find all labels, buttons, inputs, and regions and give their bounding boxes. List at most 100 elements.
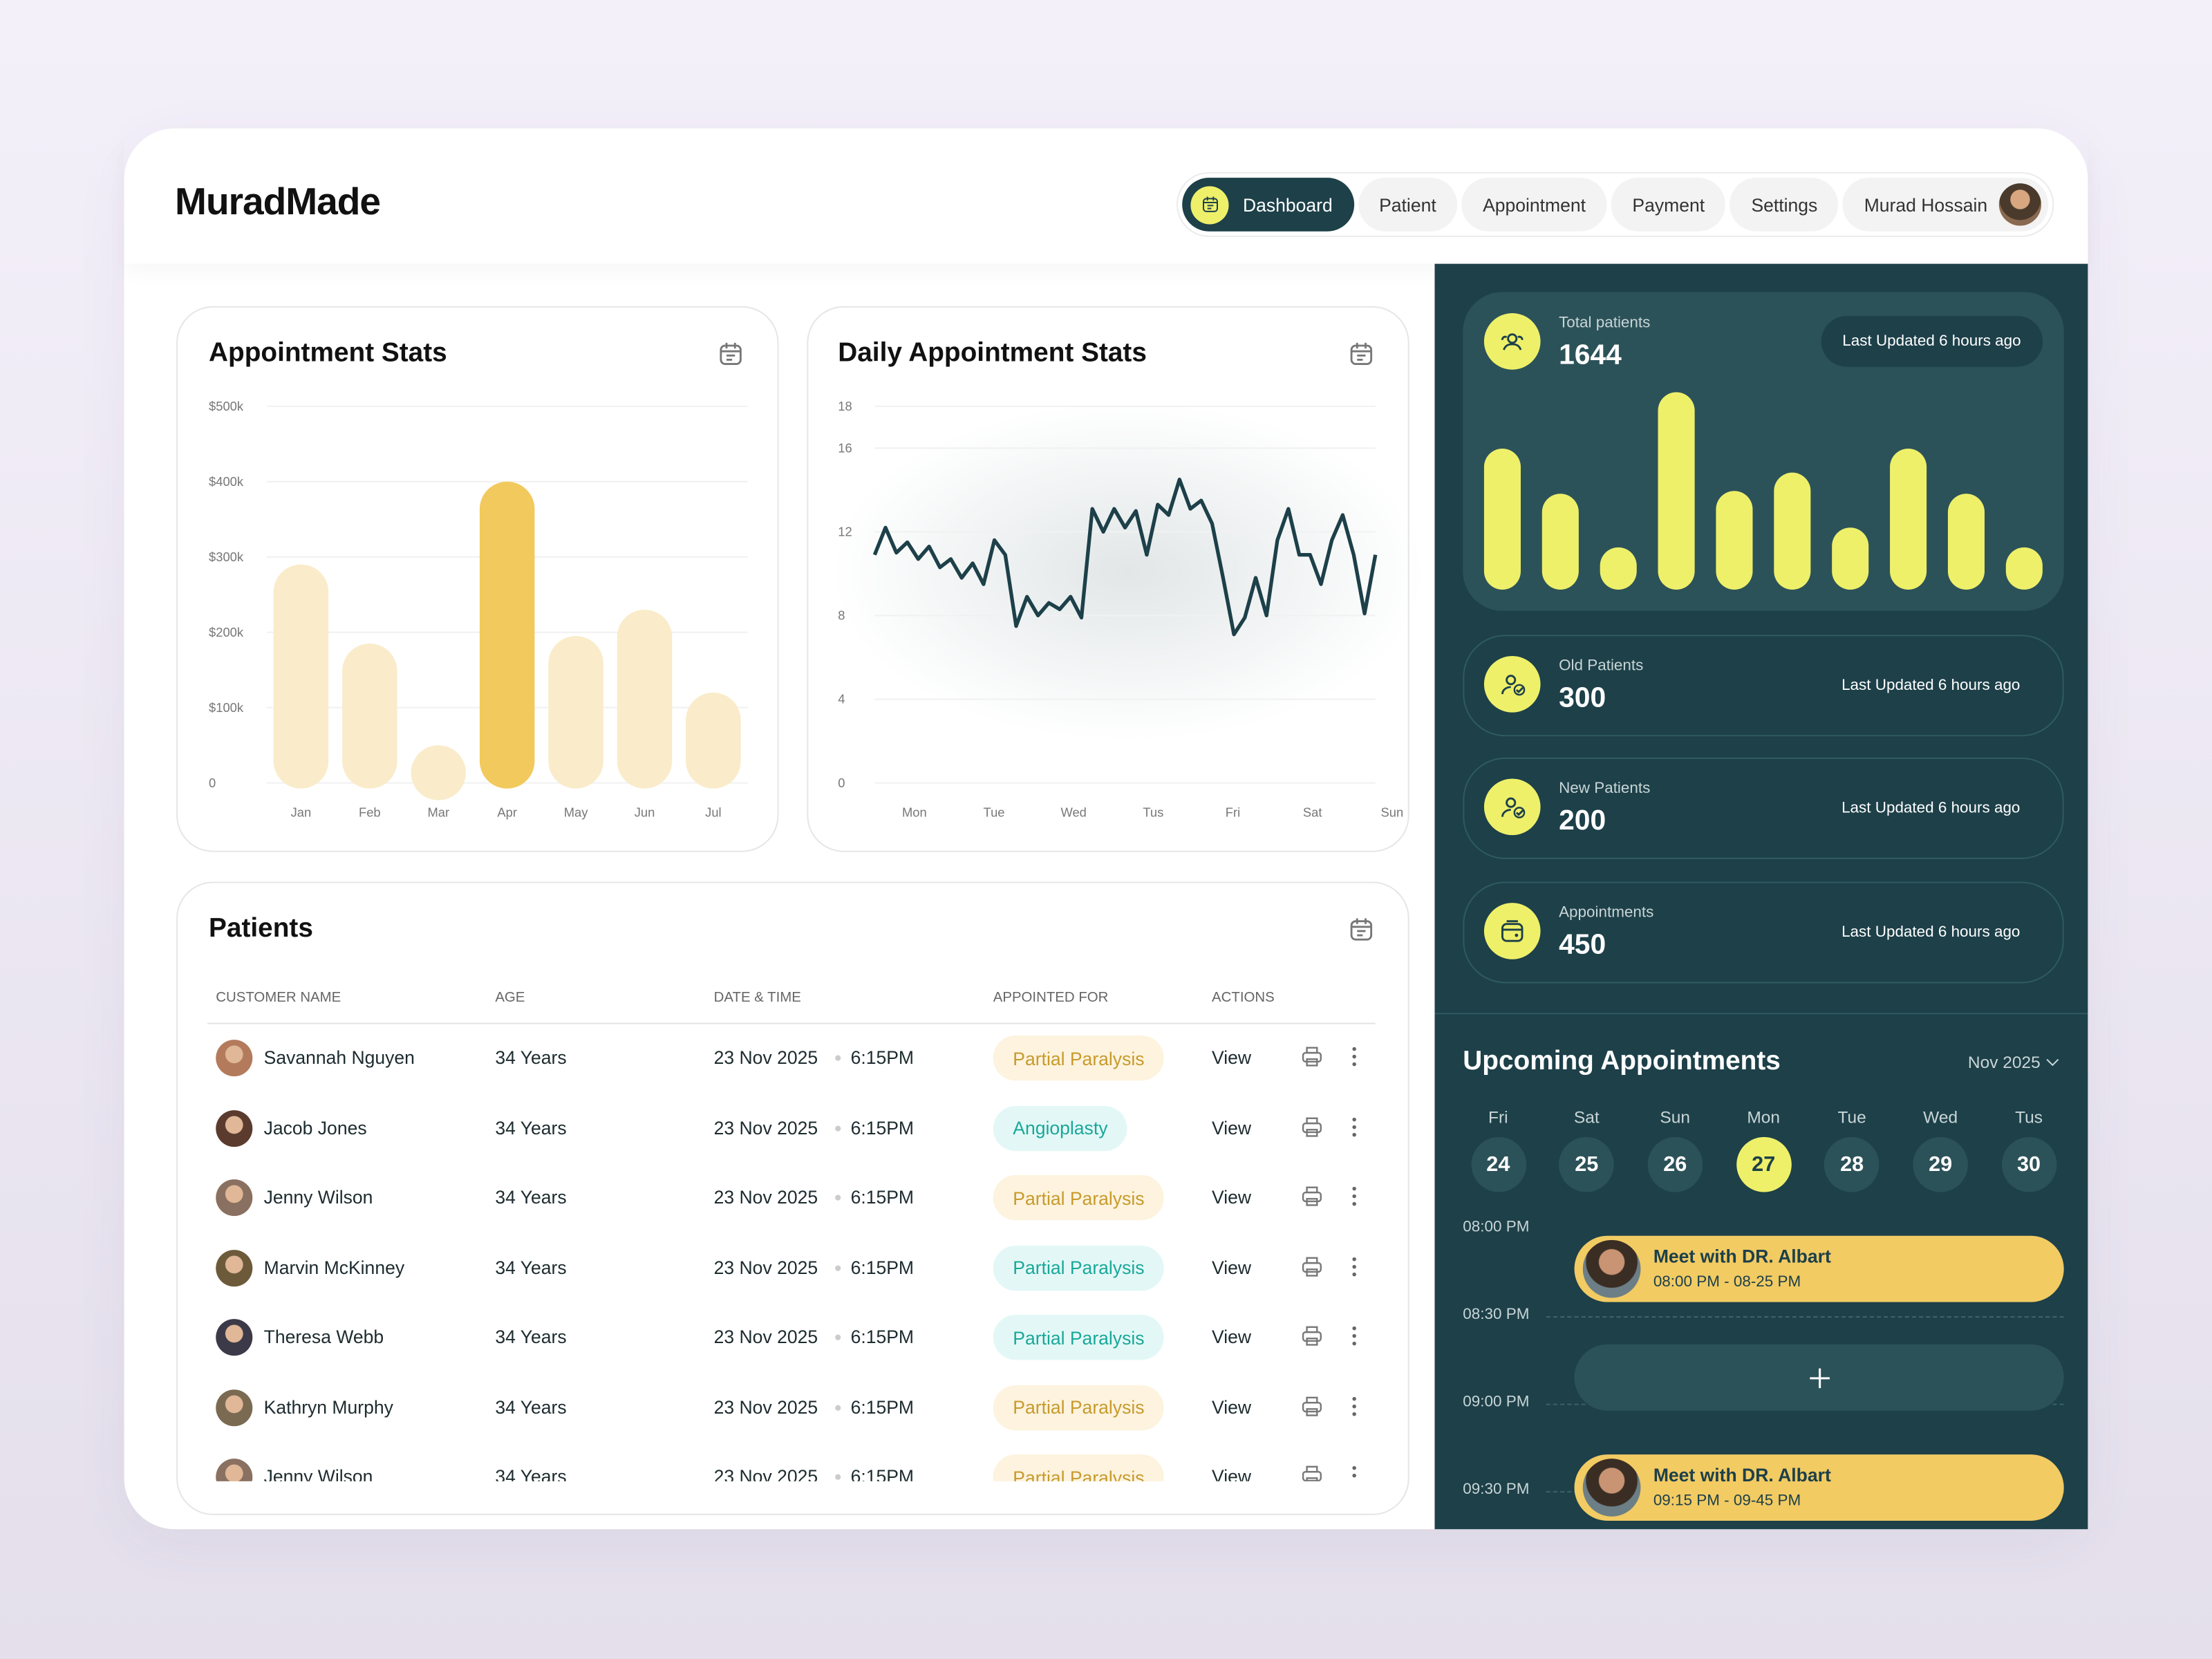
stat-icon: [1483, 779, 1541, 836]
calendar-button[interactable]: [1347, 340, 1376, 375]
divider: [1434, 1013, 2088, 1015]
avatar: [216, 1249, 253, 1286]
patient-name: Jenny Wilson: [263, 1186, 373, 1208]
day-number[interactable]: 30: [2001, 1136, 2056, 1192]
day-number[interactable]: 25: [1559, 1136, 1615, 1192]
print-button[interactable]: [1300, 1393, 1325, 1425]
view-link[interactable]: View: [1212, 1465, 1252, 1481]
view-link[interactable]: View: [1212, 1256, 1252, 1277]
age: 34 Years: [495, 1186, 567, 1208]
more-button[interactable]: [1342, 1183, 1367, 1216]
bar: [686, 692, 741, 789]
separator-dot: [835, 1474, 841, 1480]
print-button[interactable]: [1300, 1114, 1325, 1146]
add-button[interactable]: [1574, 1344, 2064, 1411]
view-link[interactable]: View: [1212, 1186, 1252, 1208]
print-button[interactable]: [1300, 1183, 1325, 1216]
day-name: Tus: [2015, 1107, 2043, 1127]
day-name: Fri: [1488, 1107, 1508, 1127]
separator-dot: [835, 1055, 841, 1061]
more-button[interactable]: [1342, 1114, 1367, 1146]
user-icon: [1501, 675, 1526, 696]
dots-icon: [1352, 1116, 1356, 1136]
nav-item[interactable]: Appointment: [1461, 178, 1607, 232]
day-name: Wed: [1923, 1107, 1958, 1127]
print-icon: [1302, 1465, 1322, 1481]
more-button[interactable]: [1342, 1323, 1367, 1356]
nav-item[interactable]: Payment: [1611, 178, 1726, 232]
nav-item[interactable]: Settings: [1730, 178, 1839, 232]
month-select[interactable]: Nov 2025: [1968, 1052, 2059, 1072]
more-button[interactable]: [1342, 1463, 1367, 1481]
x-tick-label: May: [564, 805, 589, 820]
event[interactable]: Meet with DR. Albart 09:15 PM - 09-45 PM: [1574, 1454, 2064, 1521]
view-link[interactable]: View: [1212, 1396, 1252, 1417]
day-number[interactable]: 27: [1736, 1136, 1791, 1192]
avatar: [216, 1040, 253, 1077]
calendar-button[interactable]: [1347, 915, 1376, 950]
day-number[interactable]: 28: [1824, 1136, 1880, 1192]
dots-icon: [1352, 1396, 1356, 1416]
month: Nov 2025: [1967, 1052, 2041, 1073]
condition-tag: Partial Paralysis: [993, 1035, 1165, 1081]
nav-item[interactable]: Patient: [1358, 178, 1458, 232]
column-header: DATE & TIME: [713, 990, 801, 1006]
column-header: ACTIONS: [1212, 990, 1275, 1006]
updated-text: Last Updated 6 hours ago: [1842, 332, 2021, 350]
chevron: [2045, 1058, 2059, 1067]
time-label: 09:00 PM: [1463, 1394, 1530, 1411]
card-title: Patients: [209, 914, 313, 944]
y-tick-label: $100k: [209, 700, 244, 715]
bar: [1658, 392, 1695, 590]
stat-value: 1644: [1559, 339, 1622, 371]
x-tick-label: Wed: [1060, 805, 1086, 820]
user-icon: [1501, 798, 1526, 819]
dots-icon: [1352, 1326, 1356, 1346]
dots-icon: [1352, 1186, 1356, 1206]
y-tick-label: 0: [209, 776, 216, 790]
day-number[interactable]: 24: [1470, 1136, 1526, 1192]
more-button[interactable]: [1342, 1253, 1367, 1286]
section-title: Upcoming Appointments: [1463, 1047, 1781, 1077]
y-tick-label: $500k: [209, 399, 244, 413]
calendar-button[interactable]: [717, 340, 745, 375]
updated-text: Last Updated 6 hours ago: [1841, 923, 2021, 941]
stat-value: 300: [1559, 682, 1606, 714]
stat-card: Appointments 450 Last Updated 6 hours ago: [1463, 881, 2064, 983]
y-tick-label: 12: [838, 525, 852, 539]
time: 6:15PM: [850, 1326, 915, 1347]
x-tick-label: Jan: [291, 805, 312, 820]
day-number[interactable]: 29: [1913, 1136, 1968, 1192]
user-menu[interactable]: Murad Hossain: [1843, 178, 2048, 232]
print-button[interactable]: [1300, 1253, 1325, 1286]
view-link[interactable]: View: [1212, 1116, 1252, 1138]
avatar: [216, 1179, 253, 1217]
time-label: 08:30 PM: [1463, 1306, 1530, 1324]
event[interactable]: Meet with DR. Albart 08:00 PM - 08-25 PM: [1574, 1235, 2064, 1302]
updated-badge: Last Updated 6 hours ago: [1821, 316, 2043, 367]
bar: [1483, 448, 1521, 590]
bar: [1716, 491, 1753, 590]
table-row: Jacob Jones 34 Years 23 Nov 2025 6:15PM Angi…: [176, 1105, 1407, 1151]
user-name: Murad Hossain: [1864, 194, 1988, 216]
user-avatar: [1998, 183, 2041, 226]
x-tick-label: Mon: [902, 805, 927, 820]
x-tick-label: Jun: [635, 805, 655, 820]
age: 34 Years: [495, 1465, 567, 1481]
more-button[interactable]: [1342, 1044, 1367, 1076]
x-tick-label: Fri: [1226, 805, 1240, 820]
dots-icon: [1352, 1047, 1356, 1067]
column-header: AGE: [495, 990, 525, 1006]
bar: [1832, 527, 1869, 590]
print-button[interactable]: [1300, 1463, 1325, 1481]
more-button[interactable]: [1342, 1393, 1367, 1425]
nav-item[interactable]: Dashboard: [1182, 178, 1354, 232]
view-link[interactable]: View: [1212, 1047, 1252, 1068]
view-link[interactable]: View: [1212, 1326, 1252, 1347]
day-number[interactable]: 26: [1647, 1136, 1703, 1192]
table-row: Jenny Wilson 34 Years 23 Nov 2025 6:15PM Par…: [176, 1174, 1407, 1221]
condition-tag: Partial Paralysis: [993, 1315, 1165, 1360]
print-button[interactable]: [1300, 1044, 1325, 1076]
y-tick-label: 8: [838, 608, 845, 623]
print-button[interactable]: [1300, 1323, 1325, 1356]
